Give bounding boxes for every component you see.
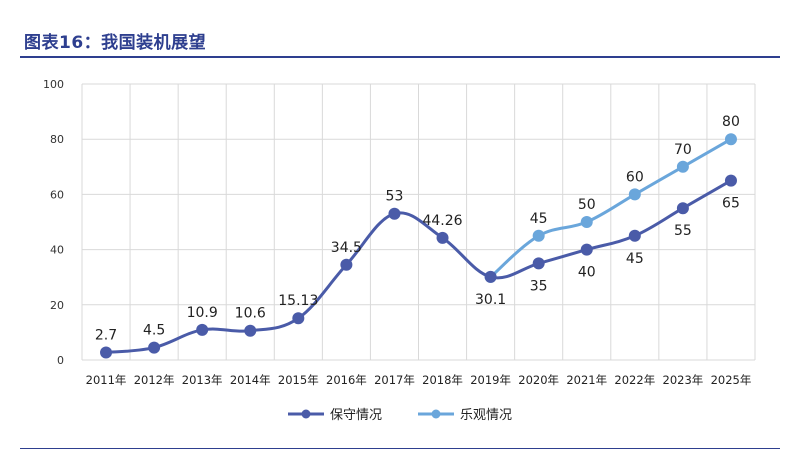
data-label: 30.1 [475,292,506,308]
data-label: 80 [722,114,740,130]
data-point [100,346,113,359]
series-line-0 [104,179,733,355]
data-point [292,312,305,325]
data-point [628,188,641,201]
y-tick-label: 20 [50,299,64,312]
y-tick-label: 60 [50,188,64,201]
x-tick-label: 2019年 [470,373,511,387]
y-tick-label: 40 [50,244,64,257]
x-tick-label: 2025年 [711,373,752,387]
data-point [532,257,545,270]
data-label: 4.5 [143,323,165,339]
axes-layer: 0 20 40 60 80 100 2011年 2012年 2013年 2014年 2015年 201… [43,78,751,387]
data-label: 10.9 [187,305,218,321]
legend: 保守情况 乐观情况 [288,408,512,423]
data-label: 45 [626,251,644,267]
data-label: 70 [674,142,692,158]
legend-marker-1 [431,409,441,419]
data-label: 10.6 [235,306,266,322]
data-point [388,207,401,220]
x-tick-label: 2018年 [422,373,463,387]
x-tick-label: 2023年 [663,373,704,387]
x-tick-label: 2016年 [326,373,367,387]
data-label: 35 [530,278,548,294]
data-point [676,160,689,173]
header-divider [20,56,780,58]
data-label: 2.7 [95,328,117,344]
data-point [676,202,689,215]
data-point [244,324,257,337]
y-tick-label: 100 [43,78,64,91]
grid-layer [81,83,756,361]
x-tick-label: 2014年 [230,373,271,387]
chart-panel: 0 20 40 60 80 100 2011年 2012年 2013年 2014年 2015年 201… [20,62,778,442]
data-labels-layer: 2.7 4.5 10.9 10.6 15.13 34.5 53 44.26 30.1 35 40 45… [95,114,740,343]
data-point [340,258,353,271]
data-point [196,323,209,336]
data-label: 15.13 [278,293,318,309]
data-point [148,341,161,354]
x-tick-label: 2017年 [374,373,415,387]
data-point [532,229,545,242]
x-tick-label: 2020年 [518,373,559,387]
x-tick-label: 2012年 [134,373,175,387]
legend-label-1: 乐观情况 [460,408,512,423]
data-label: 45 [530,211,548,227]
data-point [580,216,593,228]
data-label: 44.26 [422,213,462,229]
x-tick-label: 2022年 [614,373,655,387]
legend-label-0: 保守情况 [330,408,382,423]
data-label: 50 [578,197,596,213]
figure-title: 图表16：我国装机展望 [24,33,207,53]
data-label: 55 [674,223,692,239]
data-label: 60 [626,169,644,185]
y-tick-label: 80 [50,133,64,146]
data-point [628,229,641,242]
footer-divider [20,448,780,449]
x-tick-label: 2021年 [566,373,607,387]
x-tick-label: 2013年 [182,373,223,387]
data-point [724,174,737,187]
data-label: 65 [722,196,740,212]
data-point [436,231,449,244]
data-label: 53 [386,189,404,205]
y-tick-label: 0 [57,354,64,367]
x-tick-label: 2015年 [278,373,319,387]
legend-marker-0 [301,409,311,419]
data-point [580,243,593,256]
data-label: 40 [578,265,596,281]
line-chart: 0 20 40 60 80 100 2011年 2012年 2013年 2014年 2015年 201… [43,78,756,423]
data-label: 34.5 [331,240,362,256]
series-layer [100,133,737,359]
data-point [724,133,737,146]
x-tick-label: 2011年 [86,373,127,387]
data-point [484,270,497,283]
